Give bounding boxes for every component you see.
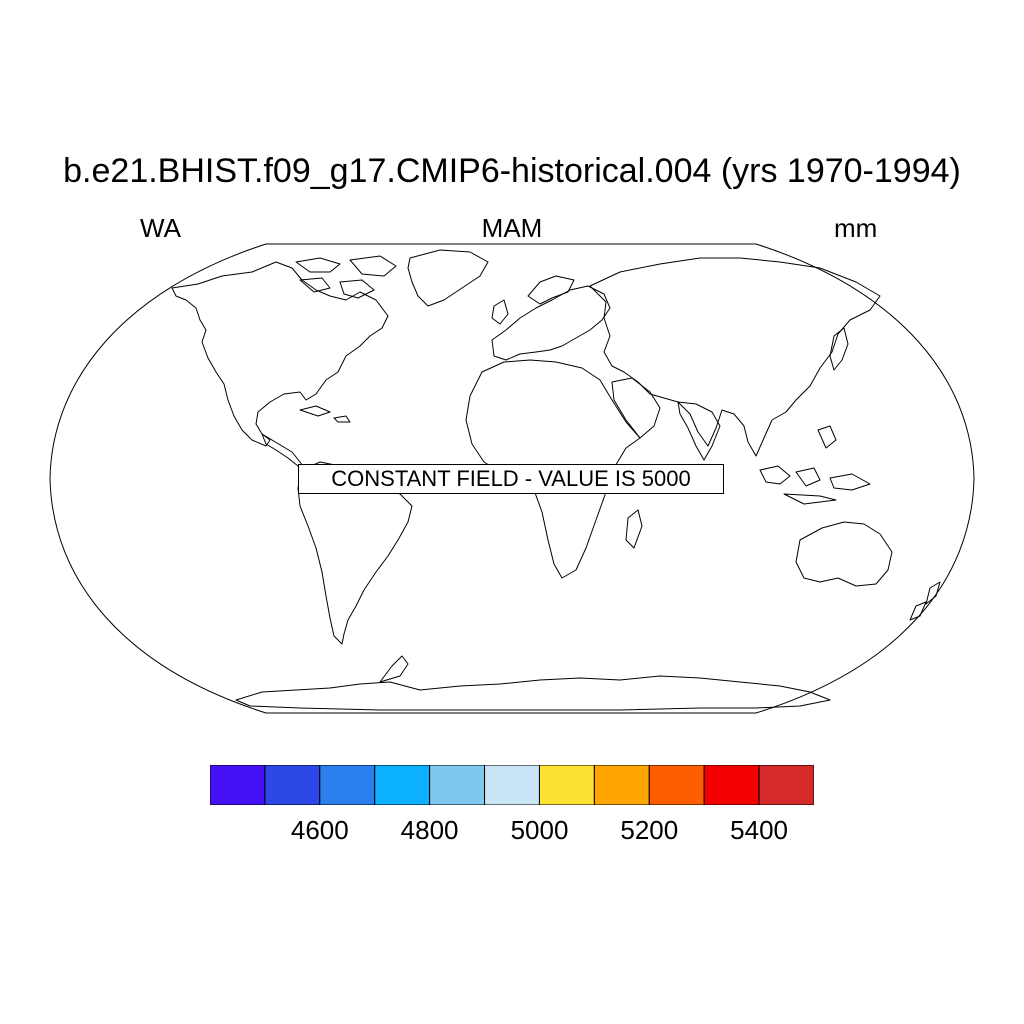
australia-outline bbox=[795, 521, 893, 587]
japan-outline bbox=[829, 327, 849, 371]
season-label: MAM bbox=[481, 213, 543, 243]
europe-outline bbox=[491, 285, 611, 361]
antarctica-outline bbox=[235, 675, 831, 711]
variable-label: WA bbox=[140, 213, 181, 243]
british-isles-outline bbox=[491, 299, 509, 325]
colorbar-box bbox=[319, 765, 376, 805]
colorbar bbox=[210, 765, 814, 805]
asia-outline bbox=[589, 257, 881, 457]
new-zealand-outline bbox=[909, 581, 941, 621]
colorbar-box bbox=[484, 765, 540, 805]
madagascar-outline bbox=[625, 509, 643, 549]
colorbar-box bbox=[648, 765, 705, 805]
map-boundary bbox=[49, 243, 975, 714]
constant-field-message: CONSTANT FIELD - VALUE IS 5000 bbox=[298, 464, 724, 494]
north-america-outline bbox=[171, 261, 389, 447]
arctic-islands-outline bbox=[295, 255, 397, 299]
colorbar-box bbox=[593, 765, 650, 805]
maritime-asia-outline bbox=[759, 425, 871, 505]
scandinavia-outline bbox=[527, 275, 575, 305]
colorbar-tick-label: 5000 bbox=[510, 815, 569, 845]
colorbar-tick-label: 5400 bbox=[730, 815, 789, 845]
plot-title: b.e21.BHIST.f09_g17.CMIP6-historical.004… bbox=[63, 152, 961, 190]
colorbar-box bbox=[429, 765, 486, 805]
colorbar-box bbox=[703, 765, 760, 805]
arabia-outline bbox=[611, 377, 661, 439]
india-outline bbox=[677, 401, 721, 461]
greenland-outline bbox=[407, 249, 489, 307]
colorbar-box bbox=[758, 765, 814, 805]
colorbar-box bbox=[210, 765, 266, 805]
colorbar-box bbox=[374, 765, 431, 805]
colorbar-tick-label: 4600 bbox=[290, 815, 349, 845]
units-label: mm bbox=[834, 213, 878, 243]
colorbar-tick-label: 4800 bbox=[400, 815, 459, 845]
antarctic-peninsula-outline bbox=[379, 655, 409, 683]
colorbar-box bbox=[264, 765, 321, 805]
colorbar-tick-label: 5200 bbox=[620, 815, 679, 845]
caribbean-islands-outline bbox=[299, 405, 351, 423]
colorbar-box bbox=[538, 765, 595, 805]
